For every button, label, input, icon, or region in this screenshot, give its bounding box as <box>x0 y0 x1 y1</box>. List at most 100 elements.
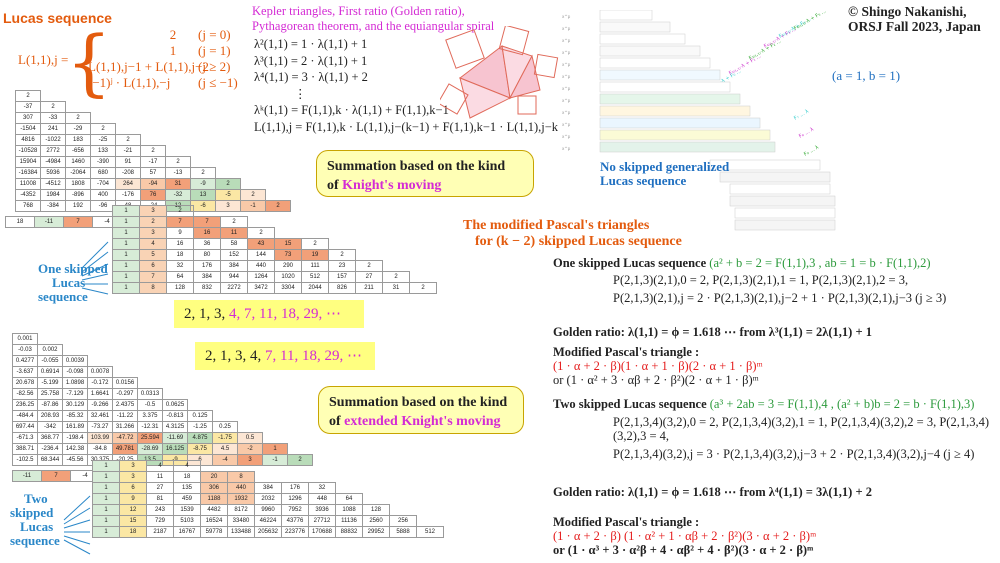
kepler-lines: λ²(1,1) = 1 · λ(1,1) + 1 λ³(1,1) = 2 · λ… <box>254 36 558 135</box>
table-cell: 64 <box>335 493 363 505</box>
table-cell: 368.77 <box>37 432 63 444</box>
svg-text:x^p: x^p <box>562 122 571 127</box>
table-cell: -4512 <box>40 178 66 190</box>
table-cell: 9960 <box>254 504 282 516</box>
kepler-line: λ²(1,1) = 1 · λ(1,1) + 1 <box>254 37 368 51</box>
table-cell: 11008 <box>15 178 41 190</box>
table-cell: 9 <box>166 227 194 239</box>
modified-line1: The modified Pascal's triangles <box>463 218 650 233</box>
table-cell: 15 <box>274 238 302 250</box>
table-cell: 241 <box>40 123 66 135</box>
table-cell: -176 <box>115 189 141 201</box>
table-cell: 4816 <box>15 134 41 146</box>
table-row: 1 9 81 459 1188 1932 2032 1296 448 64 <box>92 493 444 505</box>
table-cell: 3 <box>119 460 147 472</box>
mod2-l1: (1 · α + 2 · β) (1 · α² + 1 · αβ + 2 · β… <box>553 529 817 543</box>
lucas-conds: (j = 0) (j = 1) (j ≥ 2) (j ≤ −1) <box>198 27 238 91</box>
table-cell: 25.594 <box>137 432 163 444</box>
table-cell: 32.461 <box>87 410 113 422</box>
table-cell: 459 <box>173 493 201 505</box>
table-cell: -87.86 <box>37 399 63 411</box>
table-cell: 4482 <box>200 504 228 516</box>
table-row: 2 <box>15 90 291 102</box>
table-cell: -11.22 <box>112 410 138 422</box>
table-cell: -25 <box>90 134 116 146</box>
copyright-line2: ORSJ Fall 2023, Japan <box>848 19 981 34</box>
table-cell: -208 <box>115 167 141 179</box>
two-skip-arrows <box>63 495 91 555</box>
seq1-black: 2, 1, 3, <box>184 306 229 322</box>
table-cell: 832 <box>193 282 221 294</box>
table-cell: 11136 <box>335 515 363 527</box>
table-cell: 1 <box>92 460 120 472</box>
kepler-line: L(1,1),j = F(1,1),k · L(1,1),j−(k−1) + F… <box>254 119 559 134</box>
no-skip-line2: Lucas sequence <box>600 173 687 188</box>
table-cell: 440 <box>247 260 275 272</box>
table-cell: 400 <box>90 189 116 201</box>
table-cell: 2 <box>240 189 266 201</box>
golden1: Golden ratio: λ(1,1) = ϕ = 1.618 ⋯ from … <box>553 325 872 339</box>
one-skip-line: sequence <box>38 289 88 304</box>
table-cell: 440 <box>227 482 255 494</box>
table-cell: 2 <box>355 260 383 272</box>
table-row: 0.4277 -0.055 0.0039 <box>12 355 313 367</box>
one-skip-line: Lucas <box>52 275 86 290</box>
table-cell: 4.3125 <box>162 421 188 433</box>
table-cell: 29952 <box>362 526 390 538</box>
table-cell: -656 <box>65 145 91 157</box>
table-cell: 19 <box>301 249 329 261</box>
table-cell: -484.4 <box>12 410 38 422</box>
table-cell: 81 <box>146 493 174 505</box>
lucas-title: Lucas sequence <box>3 10 112 26</box>
table-cell: 208.93 <box>37 410 63 422</box>
top-left-table: 2 -37 2 307 -33 2 -1504 241 -29 2 4816 -1022 183 -25 2… <box>15 90 291 212</box>
mod1-l2: or (1 · α² + 3 · αβ + 2 · β²)(2 · α + 1 … <box>553 373 759 387</box>
kepler-line: λ³(1,1) = 2 · λ(1,1) + 1 <box>254 53 368 68</box>
table-cell: 16.125 <box>162 443 188 455</box>
table-cell: 0.001 <box>12 333 38 345</box>
table-cell: 205632 <box>254 526 282 538</box>
table-cell: 2272 <box>220 282 248 294</box>
table-row: -4352 1984 -896 400 -176 76 -32 13 -5 2 <box>15 189 291 201</box>
table-cell: 16524 <box>200 515 228 527</box>
table-cell: 3 <box>139 227 167 239</box>
two-skip-line: Two <box>24 491 48 506</box>
table-cell: 4 <box>173 460 201 472</box>
copyright: © Shingo Nakanishi, ORSJ Fall 2023, Japa… <box>848 4 981 34</box>
two-skip-title: Two skipped Lucas sequence <box>553 397 707 411</box>
table-cell: 27 <box>355 271 383 283</box>
table-cell: 3936 <box>308 504 336 516</box>
table-cell: 128 <box>166 282 194 294</box>
two-skip-label: Two skipped Lucas sequence <box>10 492 60 548</box>
table-cell: -32 <box>165 189 191 201</box>
table-cell: 3 <box>215 200 241 212</box>
case-cond: (j ≤ −1) <box>198 75 238 90</box>
table-cell: 2 <box>382 271 410 283</box>
table-cell: 111 <box>301 260 329 272</box>
table-cell: 176 <box>281 482 309 494</box>
table-cell: -1022 <box>40 134 66 146</box>
table-cell: -16384 <box>15 167 41 179</box>
table-cell: 133 <box>90 145 116 157</box>
table-cell: 1188 <box>200 493 228 505</box>
table-cell: 2 <box>265 200 291 212</box>
table-row: -3.637 0.6914 -0.098 0.0078 <box>12 366 313 378</box>
bubble-knight-line2a: of <box>327 178 343 193</box>
table-cell: -94 <box>140 178 166 190</box>
table-cell: 36 <box>193 238 221 250</box>
table-cell: 4 <box>139 238 167 250</box>
table-row: 307 -33 2 <box>15 112 291 124</box>
kepler-line: λᵏ(1,1) = F(1,1),k · λ(1,1) + F(1,1),k−1 <box>254 103 449 117</box>
table-cell: -1 <box>240 200 266 212</box>
table-cell: 1 <box>92 482 120 494</box>
table-cell: 2 <box>301 238 329 250</box>
table-row: 1 12 243 1539 4482 8172 9960 7952 3936 1088 128 <box>92 504 444 516</box>
table-cell: 31.266 <box>112 421 138 433</box>
table-cell: 142.38 <box>62 443 88 455</box>
table-cell: -21 <box>115 145 141 157</box>
table-cell: -0.297 <box>112 388 138 400</box>
case-expr: (−1)ʲ · L(1,1),−j <box>88 75 171 90</box>
table-cell: 1264 <box>247 271 275 283</box>
mod1-l1: (1 · α + 2 · β)(1 · α + 1 · β)(2 · α + 1… <box>553 359 763 373</box>
